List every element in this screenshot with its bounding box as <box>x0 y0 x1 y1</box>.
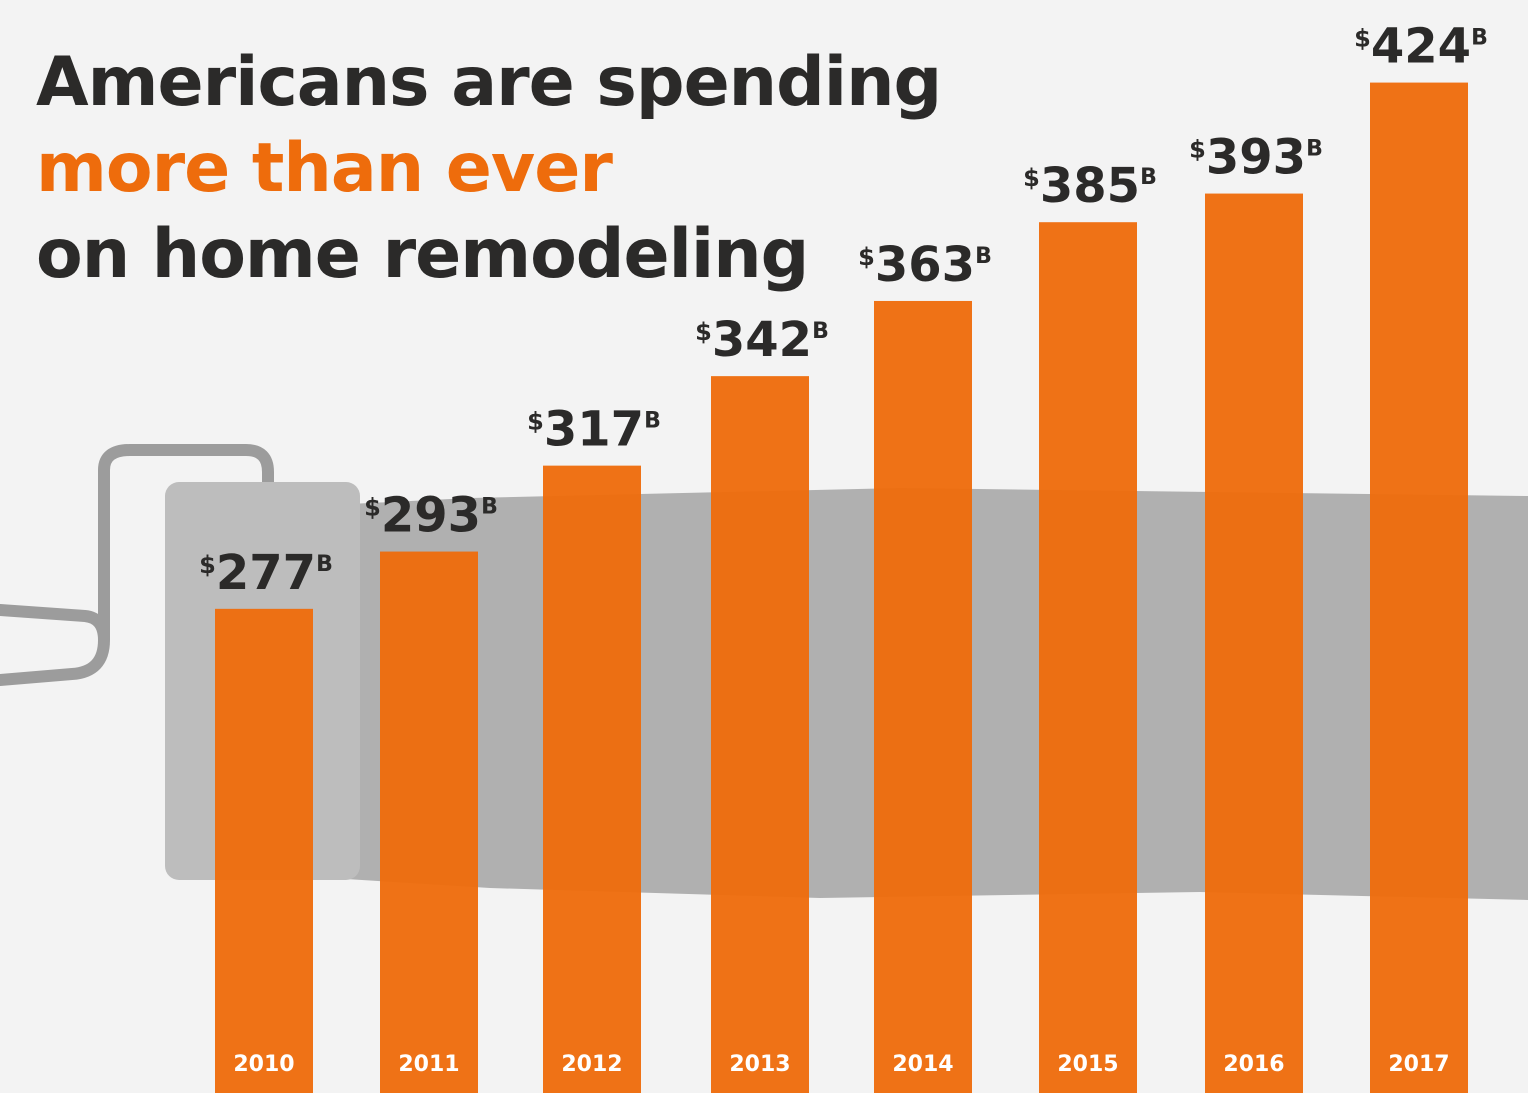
data-label-2013: $342B <box>695 312 829 368</box>
data-label-2015: $385B <box>1023 158 1157 214</box>
data-label-2014: $363B <box>858 237 992 293</box>
data-label-2017: $424B <box>1354 19 1488 75</box>
tick-label-2011: 2011 <box>398 1052 459 1077</box>
bar-2017 <box>1370 82 1468 1093</box>
title-line-3: on home remodeling <box>36 215 809 294</box>
data-label-2012: $317B <box>527 402 661 458</box>
title-line-2-highlight: more than ever <box>36 129 613 208</box>
bar-2013 <box>711 376 809 1093</box>
tick-label-2014: 2014 <box>892 1052 953 1077</box>
tick-label-2013: 2013 <box>729 1052 790 1077</box>
data-label-2011: $293B <box>364 488 498 544</box>
data-label-2010: $277B <box>199 545 333 601</box>
tick-label-2012: 2012 <box>561 1052 622 1077</box>
tick-label-2017: 2017 <box>1388 1052 1449 1077</box>
tick-label-2015: 2015 <box>1057 1052 1118 1077</box>
bar-2015 <box>1039 222 1137 1093</box>
chart-title: Americans are spending more than ever on… <box>36 40 942 298</box>
bar-2012 <box>543 465 641 1093</box>
bar-2014 <box>874 300 972 1093</box>
tick-label-2016: 2016 <box>1223 1052 1284 1077</box>
bar-2010 <box>215 608 313 1093</box>
title-line-1: Americans are spending <box>36 43 942 122</box>
roller-handle <box>0 444 274 686</box>
tick-label-2010: 2010 <box>233 1052 294 1077</box>
data-label-2016: $393B <box>1189 130 1323 186</box>
bar-2011 <box>380 551 478 1093</box>
bar-2016 <box>1205 193 1303 1093</box>
